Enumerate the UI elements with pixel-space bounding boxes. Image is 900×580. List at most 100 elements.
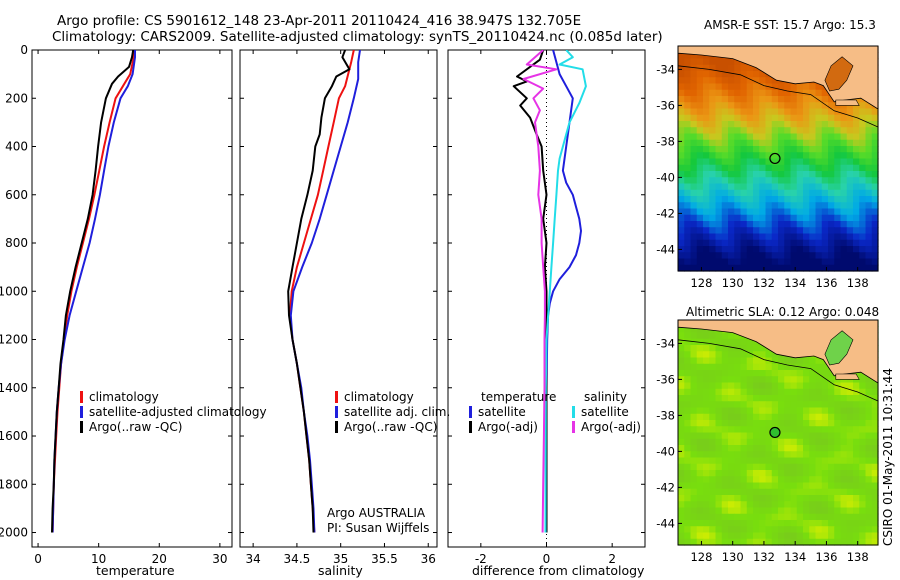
map-cell bbox=[853, 233, 860, 241]
map-cell bbox=[746, 196, 754, 203]
map-cell bbox=[828, 495, 835, 502]
map-cell bbox=[740, 532, 748, 540]
map-cell bbox=[721, 526, 729, 534]
map-cell bbox=[778, 139, 785, 147]
map-cell bbox=[703, 457, 710, 465]
map-cell bbox=[696, 457, 704, 465]
map-cell bbox=[703, 413, 710, 421]
map-cell bbox=[715, 196, 723, 203]
map-cell bbox=[809, 89, 817, 97]
map-cell bbox=[809, 127, 817, 135]
map-cell bbox=[709, 139, 717, 147]
map-cell bbox=[834, 445, 842, 452]
map-cell bbox=[690, 395, 698, 402]
map-cell bbox=[759, 146, 767, 153]
map-cell bbox=[840, 252, 848, 260]
map-cell bbox=[846, 457, 854, 465]
map-cell bbox=[840, 438, 848, 446]
map-cell bbox=[821, 152, 829, 160]
map-cell bbox=[721, 171, 729, 178]
map-cell bbox=[809, 513, 817, 521]
map-cell bbox=[859, 208, 867, 216]
map-cell bbox=[721, 233, 729, 241]
map-cell bbox=[796, 164, 804, 172]
map-cell bbox=[840, 532, 848, 540]
map-cell bbox=[696, 52, 704, 60]
map-cell bbox=[796, 258, 804, 266]
map-cell bbox=[865, 388, 873, 396]
map-cell bbox=[815, 133, 823, 141]
map-cell bbox=[746, 158, 754, 166]
map-cell bbox=[834, 426, 842, 434]
map-cell bbox=[865, 376, 873, 384]
map-cell bbox=[740, 152, 748, 160]
map-cell bbox=[678, 127, 685, 135]
map-cell bbox=[790, 520, 798, 527]
map-cell bbox=[734, 208, 742, 216]
map-cell bbox=[709, 177, 717, 185]
map-cell bbox=[871, 470, 879, 477]
map-cell bbox=[728, 114, 735, 122]
map-cell bbox=[753, 146, 760, 153]
map-cell bbox=[803, 363, 810, 371]
map-cell bbox=[828, 426, 835, 434]
map-cell bbox=[721, 58, 729, 66]
map-cell bbox=[803, 382, 810, 390]
map-cell bbox=[759, 413, 767, 421]
map-cell bbox=[734, 388, 742, 396]
map-cell bbox=[753, 177, 760, 185]
map-cell bbox=[790, 407, 798, 415]
map-cell bbox=[790, 526, 798, 534]
map-cell bbox=[803, 376, 810, 384]
map-cell bbox=[765, 532, 773, 540]
map-cell bbox=[740, 538, 748, 546]
map-cell bbox=[684, 520, 692, 527]
map-cell bbox=[821, 146, 829, 153]
map-cell bbox=[865, 395, 873, 402]
map-cell bbox=[734, 189, 742, 197]
map-cell bbox=[784, 526, 792, 534]
map-cell bbox=[715, 538, 723, 546]
map-cell bbox=[746, 407, 754, 415]
map-cell bbox=[828, 407, 835, 415]
map-cell bbox=[771, 146, 779, 153]
map-cell bbox=[778, 526, 785, 534]
map-cell bbox=[771, 395, 779, 402]
map-cell bbox=[790, 482, 798, 490]
map-cell bbox=[709, 58, 717, 66]
map-cell bbox=[734, 407, 742, 415]
map-cell bbox=[703, 332, 710, 340]
map-cell bbox=[703, 214, 710, 222]
map-cell bbox=[846, 221, 854, 228]
map-cell bbox=[840, 127, 848, 135]
map-cell bbox=[865, 407, 873, 415]
map-cell bbox=[803, 127, 810, 135]
map-cell bbox=[753, 482, 760, 490]
map-cell bbox=[753, 246, 760, 253]
map-cell bbox=[721, 376, 729, 384]
map-cell bbox=[771, 214, 779, 222]
map-cell bbox=[784, 133, 792, 141]
map-cell bbox=[728, 71, 735, 78]
map-cell bbox=[871, 501, 879, 509]
map-cell bbox=[709, 438, 717, 446]
map-cell bbox=[853, 139, 860, 147]
map-cell bbox=[853, 146, 860, 153]
map-cell bbox=[865, 171, 873, 178]
map-cell bbox=[728, 495, 735, 502]
map-cell bbox=[846, 252, 854, 260]
map-cell bbox=[809, 426, 817, 434]
map-cell bbox=[803, 158, 810, 166]
sst_map-ytick-label: -38 bbox=[656, 134, 675, 148]
map-cell bbox=[734, 196, 742, 203]
map-cell bbox=[759, 89, 767, 97]
map-cell bbox=[828, 258, 835, 266]
map-cell bbox=[821, 532, 829, 540]
map-cell bbox=[784, 370, 792, 377]
map-cell bbox=[853, 202, 860, 210]
map-cell bbox=[684, 77, 692, 85]
map-cell bbox=[865, 177, 873, 185]
map-cell bbox=[709, 214, 717, 222]
map-cell bbox=[715, 507, 723, 515]
map-cell bbox=[696, 208, 704, 216]
